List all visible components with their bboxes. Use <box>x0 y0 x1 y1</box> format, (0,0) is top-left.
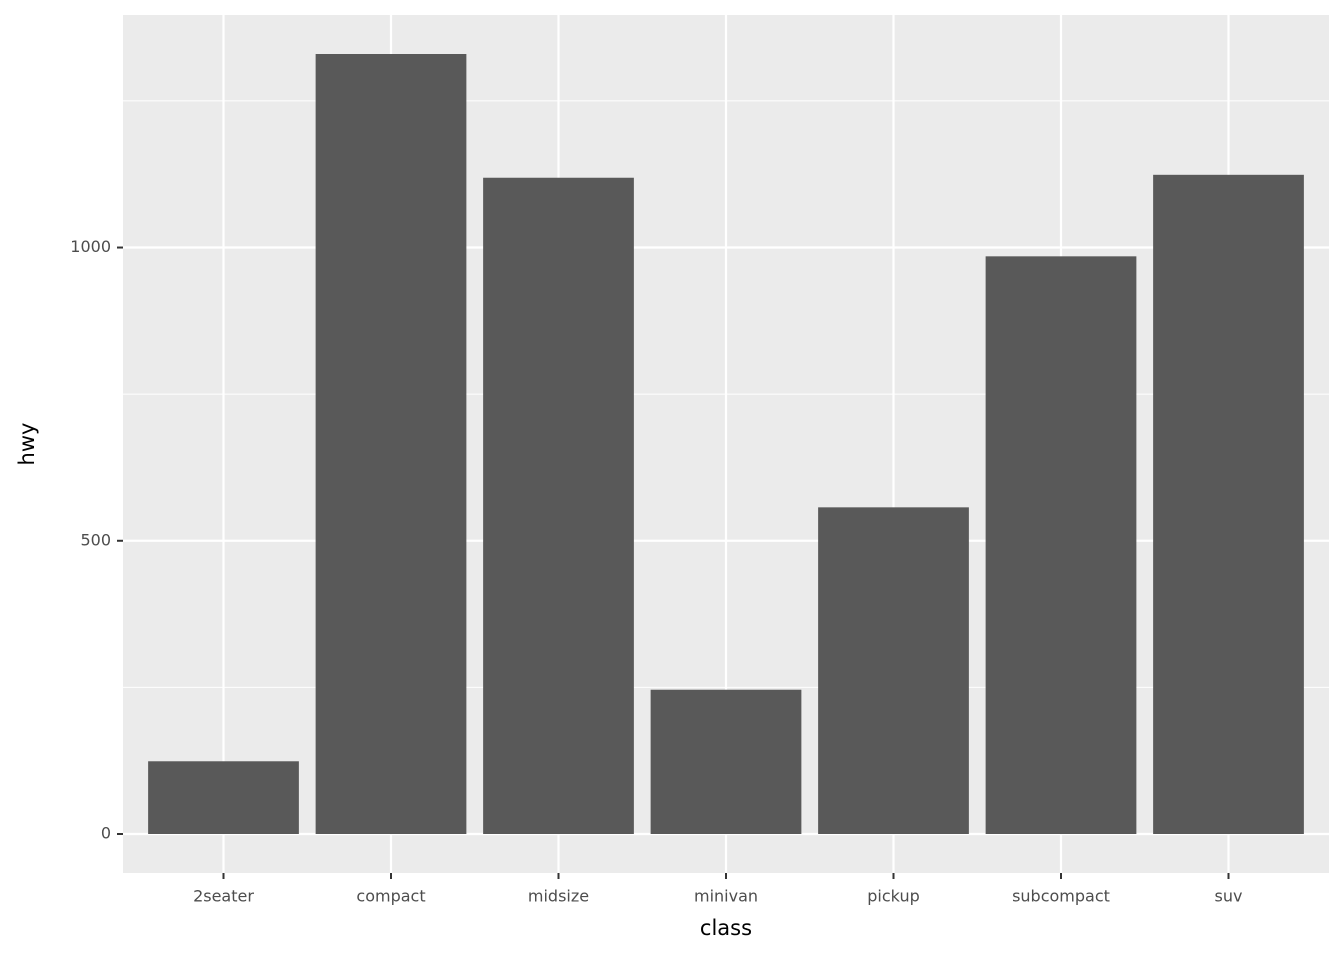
bar <box>315 54 467 834</box>
x-tick-label: minivan <box>694 887 758 906</box>
bar <box>148 761 299 834</box>
x-tick-label: 2seater <box>193 887 254 906</box>
bar <box>1153 174 1304 835</box>
bar <box>985 256 1137 835</box>
bar <box>650 689 802 834</box>
x-tick-label: suv <box>1215 887 1243 906</box>
x-axis-title: class <box>700 916 752 940</box>
y-tick-label: 1000 <box>70 237 111 256</box>
x-tick-label: midsize <box>528 887 589 906</box>
y-tick-label: 0 <box>101 824 111 843</box>
marks <box>148 54 1304 835</box>
x-tick-label: subcompact <box>1012 887 1110 906</box>
bar <box>818 507 969 834</box>
x-tick-label: pickup <box>867 887 919 906</box>
x-tick-label: compact <box>356 887 425 906</box>
y-axis-title: hwy <box>15 423 39 466</box>
bar <box>483 177 634 834</box>
y-tick-label: 500 <box>80 530 111 549</box>
